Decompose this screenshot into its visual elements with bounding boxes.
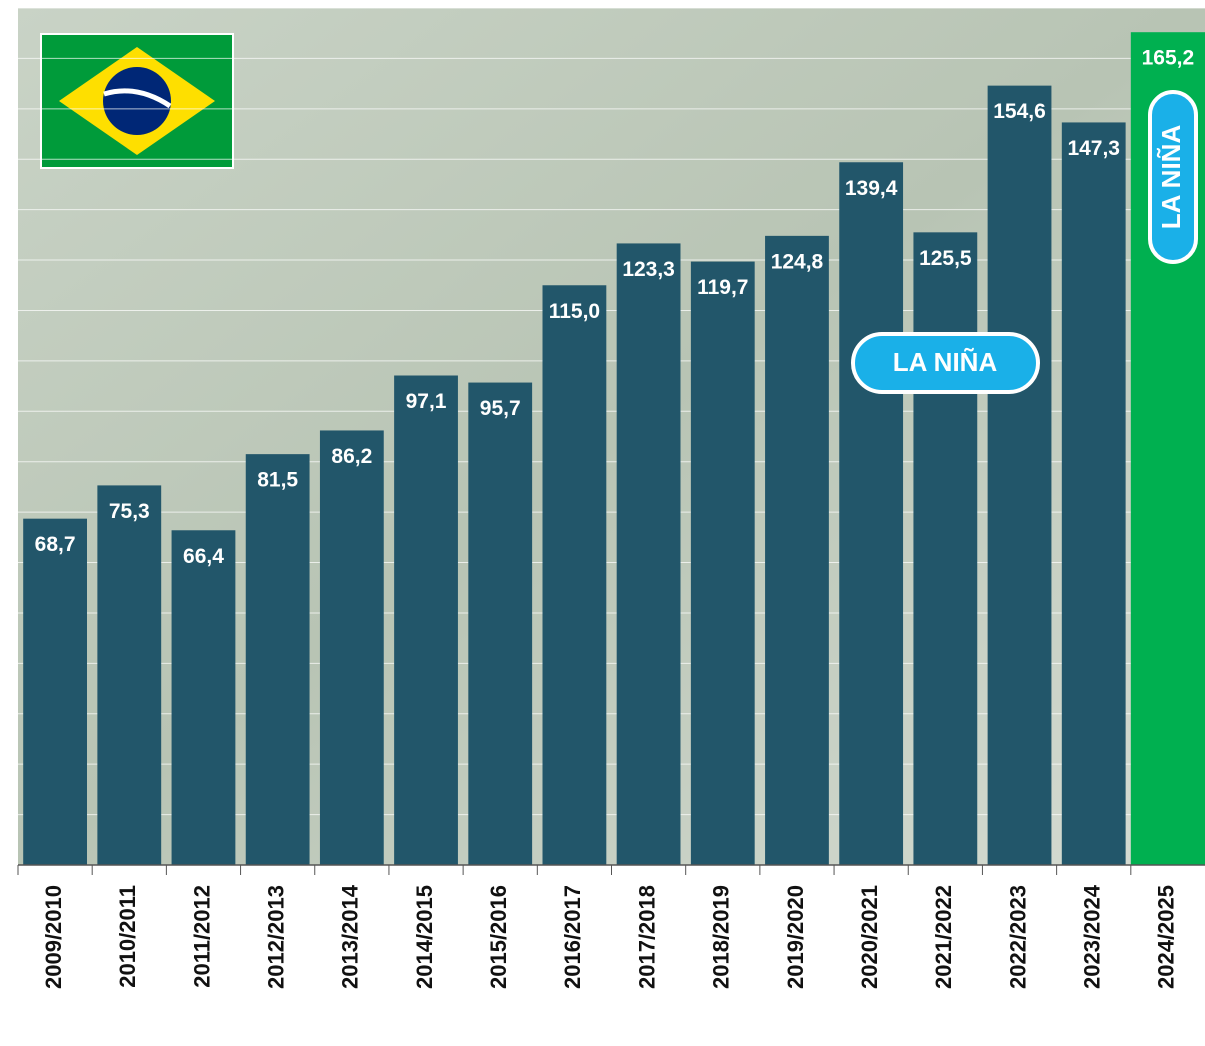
bar <box>245 454 310 865</box>
value-label: 125,5 <box>919 247 972 270</box>
value-label: 115,0 <box>549 300 600 323</box>
bar <box>1061 122 1126 866</box>
annotation-text: LA NIÑA <box>893 347 998 377</box>
bar <box>987 85 1052 866</box>
bar <box>319 430 384 865</box>
x-tick-label: 2021/2022 <box>931 885 956 989</box>
bar <box>765 235 829 865</box>
value-label: 75,3 <box>109 500 150 523</box>
flag <box>40 33 234 169</box>
bar <box>542 285 607 865</box>
annotation: LA NIÑA <box>1148 90 1198 264</box>
value-label: 165,2 <box>1142 47 1195 70</box>
bar <box>468 382 533 865</box>
x-tick-label: 2010/2011 <box>115 885 140 988</box>
x-tick-label: 2024/2025 <box>1154 885 1179 989</box>
x-tick-label: 2015/2016 <box>486 885 511 989</box>
x-tick-label: 2018/2019 <box>709 885 734 989</box>
value-label: 123,3 <box>622 258 675 281</box>
x-tick-label: 2011/2012 <box>189 885 214 988</box>
value-label: 147,3 <box>1067 137 1120 160</box>
value-label: 86,2 <box>331 445 372 468</box>
value-label: 124,8 <box>771 250 824 273</box>
bar <box>616 243 681 865</box>
bar <box>394 375 458 865</box>
value-label: 154,6 <box>993 100 1046 123</box>
bar <box>690 261 755 865</box>
bar <box>23 518 87 865</box>
value-label: 66,4 <box>183 545 224 568</box>
x-tick-label: 2016/2017 <box>560 885 585 989</box>
x-tick-label: 2023/2024 <box>1080 884 1105 989</box>
value-label: 81,5 <box>257 469 298 492</box>
x-tick-label: 2012/2013 <box>263 885 288 989</box>
x-tick-label: 2014/2015 <box>412 885 437 989</box>
x-tick-label: 2020/2021 <box>857 885 882 989</box>
value-label: 139,4 <box>845 177 898 200</box>
value-label: 95,7 <box>480 397 521 420</box>
bar <box>171 530 236 865</box>
value-label: 119,7 <box>697 276 748 299</box>
x-tick-label: 2013/2014 <box>338 884 363 989</box>
annotation: LA NIÑA <box>851 332 1040 394</box>
value-label: 68,7 <box>35 533 76 556</box>
bar <box>913 232 978 866</box>
bar <box>839 162 904 865</box>
value-label: 97,1 <box>406 390 447 413</box>
x-tick-label: 2019/2020 <box>783 885 808 989</box>
x-tick-label: 2017/2018 <box>634 885 659 989</box>
annotation-text: LA NIÑA <box>1156 125 1186 230</box>
x-tick-label: 2009/2010 <box>41 885 66 989</box>
bar <box>97 485 162 865</box>
x-tick-label: 2022/2023 <box>1005 885 1030 989</box>
